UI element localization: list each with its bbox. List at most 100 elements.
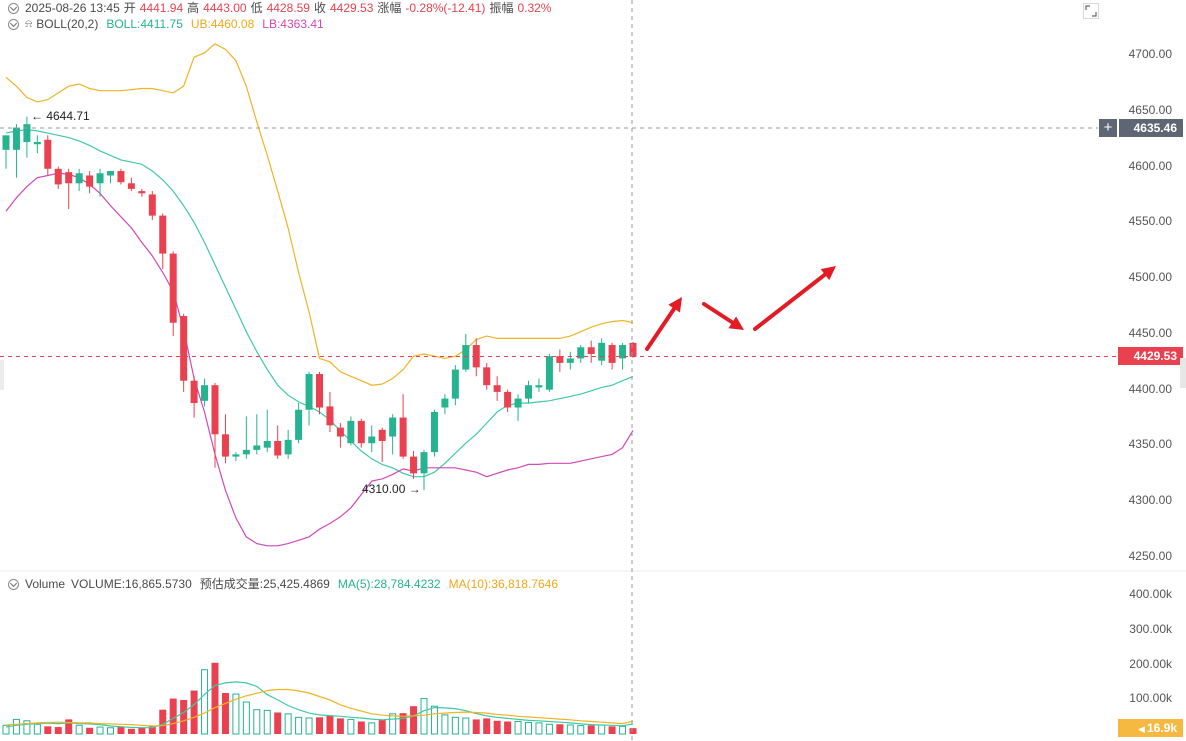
collapse-chevron-icon[interactable]: [8, 2, 19, 14]
down-arrow: [702, 302, 744, 330]
candle-body: [107, 171, 114, 176]
volume-bar: [33, 723, 41, 735]
volume-bar: [420, 698, 428, 735]
crosshair-price-tag: 4635.46: [1119, 119, 1183, 137]
ohlc-header: 2025-08-26 13:45 开 4441.94 高 4443.00 低 4428…: [8, 0, 551, 16]
candle-body: [316, 374, 323, 408]
amplitude-label: 振幅: [489, 1, 514, 15]
volume-name: Volume: [25, 577, 66, 591]
candle-body: [201, 385, 209, 401]
close-label: 收: [313, 1, 326, 15]
candle-body: [545, 356, 553, 390]
candle-body: [138, 191, 146, 194]
amplitude-value: 0.32%: [517, 1, 552, 15]
volume-bar: [608, 726, 616, 734]
candle-body: [2, 135, 10, 150]
volume-bar: [347, 718, 355, 735]
boll-mid-label: BOLL:: [106, 17, 141, 31]
candle-body: [54, 168, 62, 185]
add-price-alert-plus-icon[interactable]: +: [1099, 119, 1117, 137]
volume-bar: [316, 717, 323, 734]
volume-bar: [127, 728, 135, 734]
volume-bars: [2, 662, 637, 735]
volume-bar: [566, 724, 574, 735]
candle-body: [23, 124, 31, 143]
candle-body: [190, 380, 198, 404]
candles: [2, 116, 637, 491]
candle-body: [462, 345, 470, 370]
close-value: 4429.53: [329, 1, 374, 15]
candle-body: [430, 411, 438, 453]
volume-axis-label: 200.00k: [1129, 656, 1172, 671]
boll-header: ⍾ BOLL(20,2) BOLL: 4411.75 UB: 4460.08 LB:…: [8, 16, 324, 32]
boll-collapse-chevron-icon[interactable]: [8, 18, 19, 30]
last-price-tag: 4429.53: [1118, 347, 1183, 365]
low-value: 4428.59: [266, 1, 310, 15]
candle-body: [86, 175, 94, 187]
volume-header: Volume VOLUME:16,865.5730 预估成交量:25,425.4…: [8, 576, 558, 592]
price-axis-label: 4550.00: [1128, 214, 1172, 229]
volume-bar: [253, 709, 261, 735]
lower-band-line: [5, 172, 634, 547]
right-scroll-handle[interactable]: [1180, 358, 1186, 388]
candle-body: [263, 440, 271, 448]
boll-mid-value: 4411.75: [140, 17, 183, 31]
price-axis-label: 4250.00: [1128, 549, 1172, 563]
volume-bar: [232, 693, 240, 735]
volume-bar: [629, 728, 637, 734]
volume-bar: [284, 713, 292, 735]
volume-bar: [305, 717, 313, 735]
candle-body: [148, 194, 156, 216]
price-axis-label: 4450.00: [1128, 325, 1172, 340]
left-scroll-handle[interactable]: [0, 360, 4, 390]
candle-body: [629, 342, 637, 357]
volume-bar: [441, 714, 449, 735]
candle-body: [169, 253, 177, 323]
price-axis-label: 4300.00: [1128, 493, 1172, 508]
up-arrow-1: [645, 297, 682, 351]
volume-bar: [180, 699, 188, 734]
open-label: 开: [123, 1, 136, 15]
volume-collapse-chevron-icon[interactable]: [8, 578, 19, 590]
volume-bar: [242, 701, 250, 735]
candle-body: [284, 439, 292, 455]
volume-bar: [577, 725, 585, 735]
volume-bar: [525, 722, 532, 735]
header-datetime: 2025-08-26 13:45: [25, 1, 120, 15]
candle-body: [33, 142, 41, 145]
volume-estimate: 预估成交量:25,425.4869: [199, 577, 330, 591]
candle-body: [44, 139, 52, 169]
price-axis-label: 4500.00: [1128, 270, 1172, 285]
volume-bar: [336, 718, 344, 734]
arrow-shaft: [645, 306, 677, 351]
candle-body: [566, 358, 574, 363]
up-arrow-2: [753, 266, 836, 331]
volume-bar: [326, 715, 334, 734]
candle-body: [253, 445, 261, 450]
candle-body: [483, 367, 491, 386]
arrow-head: [820, 266, 836, 281]
candle-body: [441, 398, 449, 408]
bell-icon[interactable]: ⍾: [25, 18, 33, 30]
expand-fullscreen-icon[interactable]: [1083, 3, 1099, 19]
volume-bar: [514, 720, 522, 735]
candle-body: [180, 316, 188, 381]
volume-bar: [462, 717, 470, 735]
candle-body: [493, 385, 501, 392]
candle-body: [12, 127, 20, 150]
candle-body: [295, 409, 303, 440]
last-volume-arrow-icon: ◀: [1138, 724, 1145, 734]
candle-body: [211, 385, 219, 435]
boll-ub-value: 4460.08: [210, 17, 255, 31]
volume-bar: [410, 706, 418, 734]
last-volume-value: 16.9k: [1146, 721, 1177, 735]
candle-body: [535, 385, 543, 388]
volume-value: VOLUME:16,865.5730: [71, 577, 192, 591]
high-label: 高: [187, 1, 200, 15]
volume-bar: [12, 718, 20, 735]
candle-body: [410, 456, 418, 474]
volume-bar: [75, 724, 83, 735]
price-axis-label: 4700.00: [1128, 47, 1172, 61]
price-axis-label: 4650.00: [1128, 102, 1172, 117]
